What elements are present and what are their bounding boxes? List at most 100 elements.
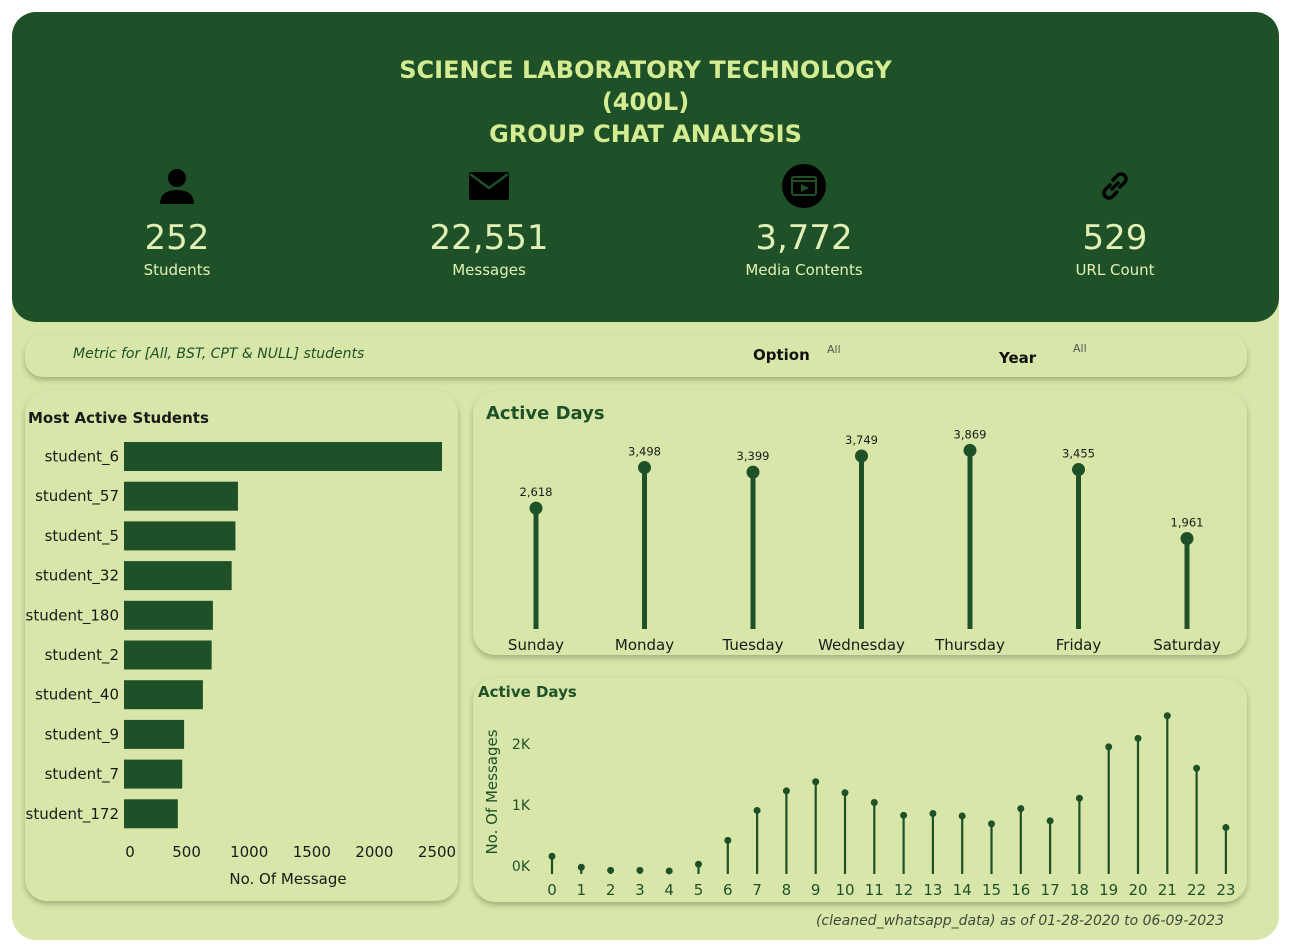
x-label-hour-11: 11 — [865, 881, 884, 899]
x-tick-2000: 2000 — [355, 843, 393, 861]
x-label-hour-0: 0 — [547, 881, 557, 899]
bar-label-student_32: student_32 — [35, 567, 119, 586]
x-label-hour-6: 6 — [723, 881, 733, 899]
x-label-hour-8: 8 — [782, 881, 792, 899]
x-label-hour-21: 21 — [1158, 881, 1177, 899]
point-hour-5 — [695, 860, 702, 868]
bar-label-student_172: student_172 — [26, 805, 119, 824]
filter-bar: Metric for [All, BST, CPT & NULL] studen… — [25, 335, 1247, 377]
link-icon — [995, 162, 1235, 210]
kpi-messages: 22,551 Messages — [369, 162, 609, 278]
point-hour-23 — [1222, 824, 1230, 832]
point-hour-15 — [988, 820, 995, 828]
x-label-hour-7: 7 — [752, 881, 762, 899]
value-label-Friday: 3,455 — [1062, 447, 1095, 461]
students-x-axis-label: No. Of Message — [229, 870, 346, 888]
bar-student_5 — [124, 521, 236, 551]
option-label: Option — [753, 346, 810, 364]
x-label-Friday: Friday — [1056, 636, 1102, 654]
bar-student_6 — [124, 442, 443, 471]
bar-label-student_6: student_6 — [45, 448, 119, 467]
bar-label-student_9: student_9 — [45, 725, 119, 744]
point-hour-19 — [1105, 743, 1113, 751]
x-label-hour-23: 23 — [1216, 881, 1235, 899]
point-hour-6 — [724, 836, 732, 844]
x-label-hour-3: 3 — [635, 881, 645, 899]
point-hour-11 — [870, 799, 878, 806]
value-label-Tuesday: 3,399 — [737, 449, 770, 463]
x-label-hour-15: 15 — [982, 881, 1001, 899]
weekday-chart-title: Active Days — [486, 403, 605, 424]
students-card: Most Active Students No. Of Message stud… — [25, 391, 458, 901]
point-Thursday — [963, 443, 977, 457]
kpi-students-value: 252 — [144, 218, 210, 258]
value-label-Monday: 3,498 — [628, 445, 661, 459]
point-hour-7 — [753, 806, 761, 814]
year-select[interactable]: All — [1073, 342, 1087, 355]
point-hour-20 — [1134, 734, 1142, 742]
hourly-card: Active Days No. Of Messages 0K 1K 2K 0 1 2 3 4 5… — [473, 678, 1247, 902]
kpi-messages-label: Messages — [452, 261, 526, 279]
point-hour-14 — [958, 812, 966, 820]
x-label-hour-13: 13 — [923, 881, 942, 899]
kpi-media: 3,772 Media Contents — [684, 162, 924, 278]
value-label-Wednesday: 3,749 — [845, 433, 878, 447]
x-tick-1500: 1500 — [293, 843, 331, 861]
media-play-icon — [684, 162, 924, 210]
x-label-hour-12: 12 — [894, 881, 913, 899]
point-hour-17 — [1046, 817, 1054, 825]
kpi-students: 252 Students — [57, 162, 297, 278]
x-label-hour-22: 22 — [1187, 881, 1206, 899]
point-hour-0 — [548, 852, 556, 860]
x-label-Wednesday: Wednesday — [818, 636, 905, 654]
option-select[interactable]: All — [827, 343, 841, 356]
x-label-hour-20: 20 — [1128, 881, 1147, 899]
x-tick-1000: 1000 — [230, 843, 268, 861]
x-label-hour-16: 16 — [1011, 881, 1030, 899]
bar-student_32 — [124, 561, 232, 591]
x-label-Monday: Monday — [615, 636, 674, 654]
weekday-card: Active Days 2,618 Sunday 3,498 Monday 3,399 T… — [473, 391, 1247, 655]
x-tick-0: 0 — [125, 843, 135, 861]
kpi-messages-value: 22,551 — [429, 218, 549, 258]
x-label-Thursday: Thursday — [934, 636, 1005, 654]
point-Tuesday — [746, 465, 760, 479]
x-label-Sunday: Sunday — [508, 636, 564, 654]
x-label-hour-19: 19 — [1099, 881, 1118, 899]
point-Wednesday — [855, 449, 868, 463]
students-chart-title: Most Active Students — [28, 409, 209, 427]
kpi-students-label: Students — [143, 261, 211, 279]
students-bar-chart: Most Active Students No. Of Message stud… — [26, 409, 457, 888]
kpi-urls: 529 URL Count — [995, 162, 1235, 278]
bar-label-student_5: student_5 — [45, 527, 119, 546]
kpi-media-value: 3,772 — [755, 218, 853, 258]
y-tick-1K: 1K — [512, 798, 531, 814]
x-label-hour-5: 5 — [694, 881, 704, 899]
point-Sunday — [529, 501, 543, 515]
value-label-Thursday: 3,869 — [954, 427, 987, 441]
user-icon — [57, 162, 297, 210]
x-label-hour-14: 14 — [953, 881, 972, 899]
bar-student_40 — [124, 680, 203, 710]
title-line-3: GROUP CHAT ANALYSIS — [489, 120, 802, 148]
point-hour-9 — [812, 778, 820, 786]
x-label-Saturday: Saturday — [1153, 636, 1221, 654]
title-line-1: SCIENCE LABORATORY TECHNOLOGY — [399, 56, 892, 84]
point-hour-2 — [607, 866, 615, 874]
point-hour-22 — [1193, 764, 1201, 772]
bar-student_180 — [124, 600, 213, 630]
point-hour-3 — [636, 866, 644, 874]
weekday-lollipop-chart: Active Days 2,618 Sunday 3,498 Monday 3,399 T… — [486, 403, 1221, 654]
value-label-Saturday: 1,961 — [1171, 515, 1204, 529]
kpi-urls-value: 529 — [1082, 218, 1148, 258]
bar-student_9 — [124, 719, 185, 749]
header-banner: SCIENCE LABORATORY TECHNOLOGY (400L) GRO… — [12, 12, 1279, 322]
point-Saturday — [1180, 531, 1194, 545]
value-label-Sunday: 2,618 — [520, 485, 553, 499]
hourly-chart-title: Active Days — [478, 683, 577, 701]
x-label-hour-18: 18 — [1070, 881, 1089, 899]
hourly-y-axis-label: No. Of Messages — [483, 729, 501, 854]
x-label-Tuesday: Tuesday — [721, 636, 783, 654]
point-hour-21 — [1163, 712, 1171, 720]
